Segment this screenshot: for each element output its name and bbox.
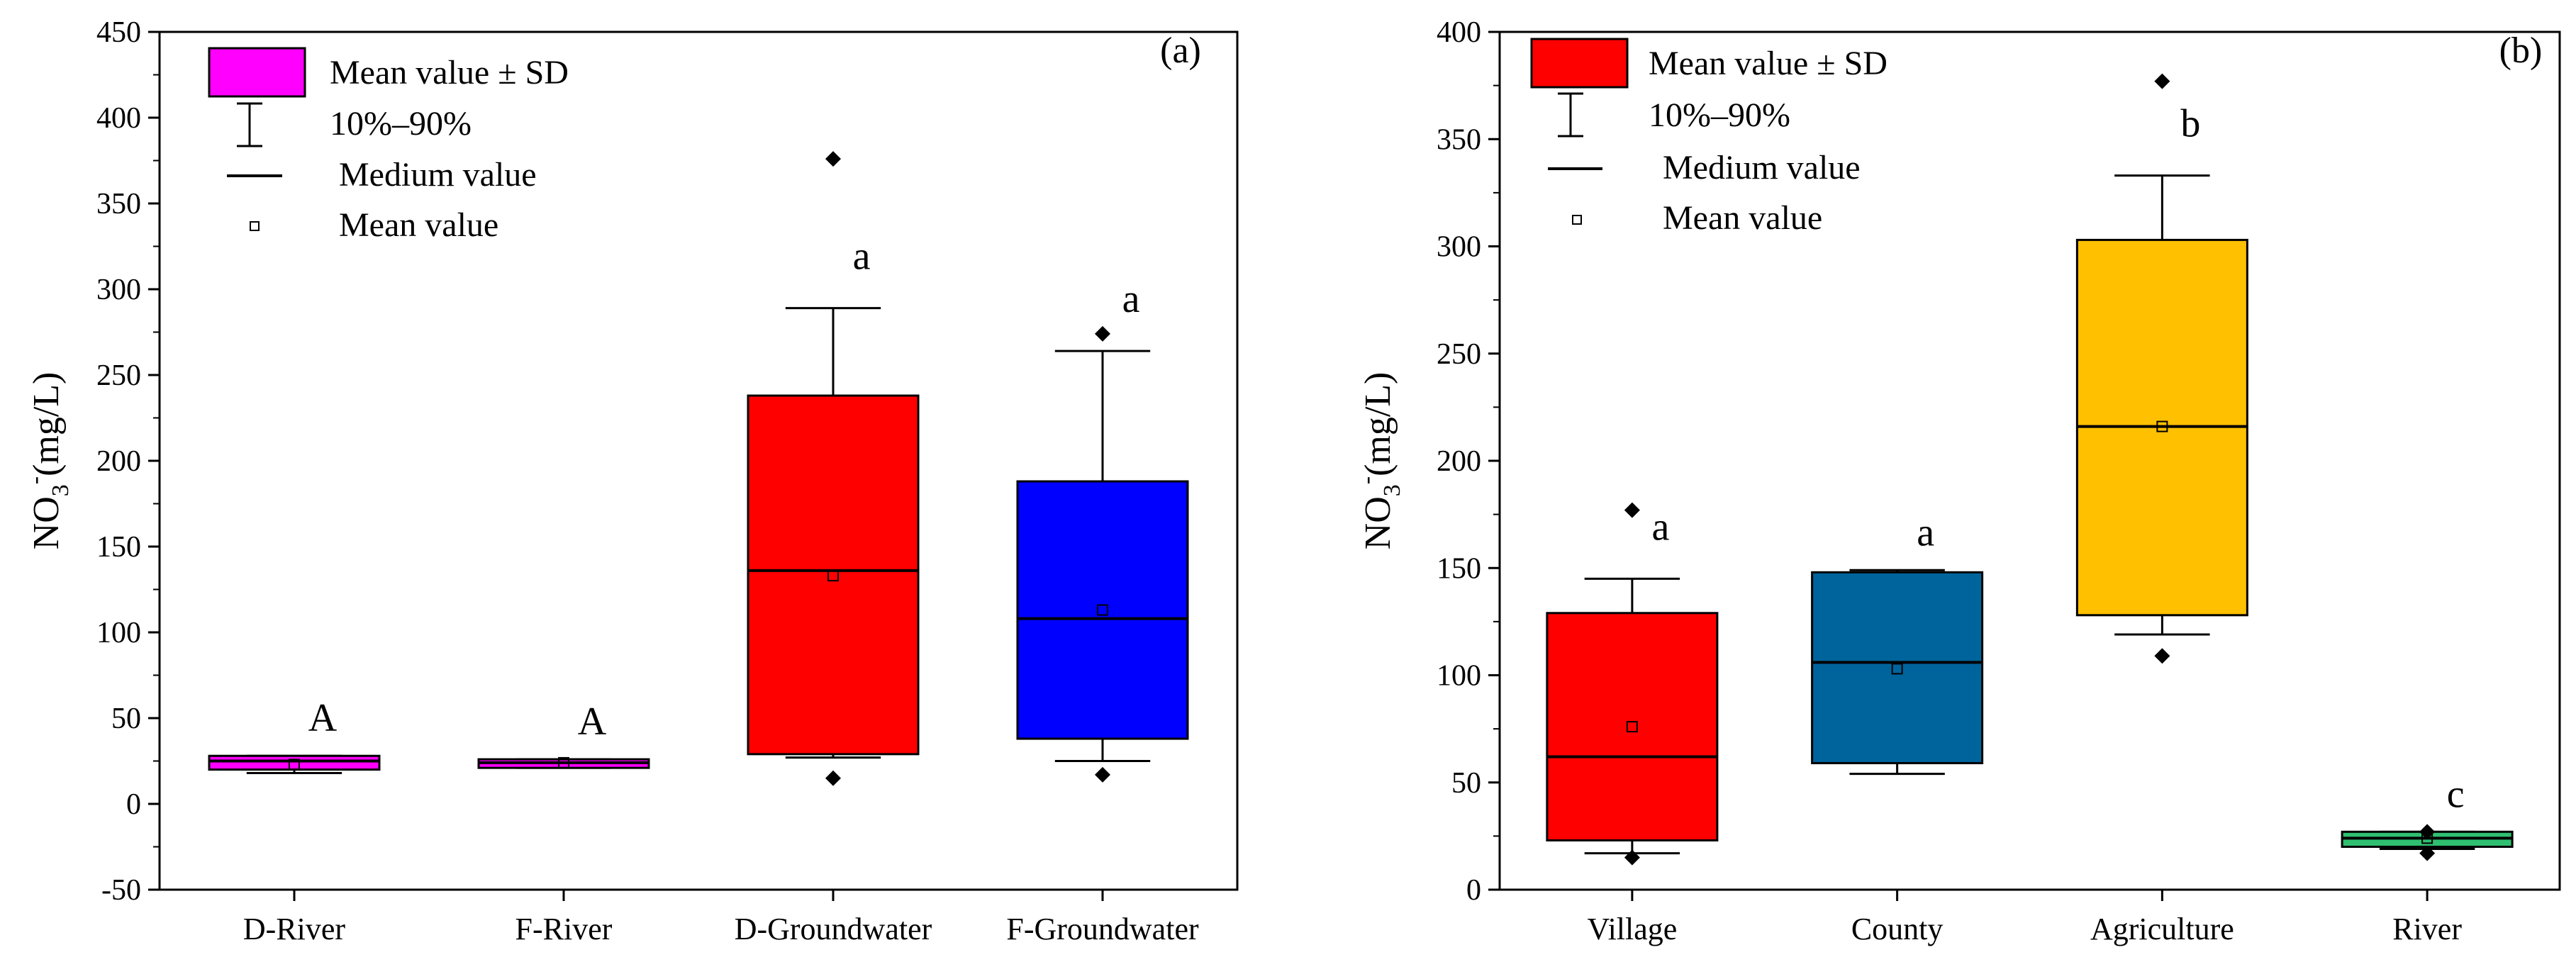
panel-b-legend-median-label: Medium value xyxy=(1663,149,1861,186)
panel-a-outlier-point xyxy=(1095,766,1110,783)
panel-b-y-tick-label: 300 xyxy=(1437,231,1481,264)
panel-b-significance-letter: c xyxy=(2447,772,2465,816)
panel-a-y-tick-label: 200 xyxy=(96,445,141,478)
panel-b-y-tick-label: 250 xyxy=(1437,338,1481,371)
panel-a-ylabel-unit: (mg/L) xyxy=(26,372,67,476)
panel-b-ylabel-sub: 3 xyxy=(1379,484,1405,496)
panel-a-y-tick-label: 100 xyxy=(96,617,141,649)
panel-b-y-tick-label: 150 xyxy=(1437,552,1481,585)
panel-a-legend: Mean value ± SD 10%–90% Medium value Mea… xyxy=(208,47,569,244)
panel-b-axes-frame xyxy=(1498,30,2561,891)
panel-a-ylabel-sup: - xyxy=(22,476,48,484)
panel-b-legend-box-swatch xyxy=(1530,38,1629,89)
panel-b-significance-letter: b xyxy=(2180,102,2200,146)
panel-a-outlier-point xyxy=(825,770,841,786)
panel-b-y-tick-label: 50 xyxy=(1451,767,1481,800)
panel-a-y-axis-title: NO3-(mg/L) xyxy=(22,372,74,550)
panel-a-outlier-point xyxy=(825,151,841,167)
panel-b-x-tick-label: Agriculture xyxy=(2090,912,2234,946)
panel-b-y-tick-label: 350 xyxy=(1437,123,1481,156)
panel-b-legend: Mean value ± SD 10%–90% Medium value Mea… xyxy=(1530,38,1888,237)
panel-b-x-tick-label: River xyxy=(2392,912,2462,946)
panel-a-significance-letter: a xyxy=(853,235,871,279)
panel-b-x-tick-label: County xyxy=(1851,912,1944,946)
panel-a-y-tick-label: 150 xyxy=(96,531,141,564)
panel-b-box xyxy=(1811,571,1984,765)
panel-a-x-tick-label: D-River xyxy=(243,912,346,946)
panel-a-x-tick-label: F-River xyxy=(515,912,613,946)
panel-b-mean-marker xyxy=(1626,721,1638,733)
panel-a-significance-letter: A xyxy=(578,700,607,744)
panel-a-y-tick-label: 0 xyxy=(126,788,141,821)
panel-a-y-tick-label: 300 xyxy=(96,274,141,306)
panel-b-mean-marker xyxy=(1891,663,1903,675)
panel-b-ylabel-sup: - xyxy=(1354,476,1380,484)
panel-a-box xyxy=(747,394,920,756)
panel-b: 0 50 100 150 200 250 300 350 400 Village County Agr… xyxy=(1354,16,2561,946)
panel-b-outlier-point xyxy=(2154,648,2170,664)
panel-b-legend-whisker-icon xyxy=(1558,92,1583,138)
panel-a-axes-frame xyxy=(158,30,1239,891)
panel-b-box xyxy=(1546,612,1719,841)
panel-b-ylabel-unit: (mg/L) xyxy=(1358,372,1398,476)
panel-b-legend-box-label: Mean value ± SD xyxy=(1649,45,1888,82)
panel-b-y-tick-label: 400 xyxy=(1437,16,1481,49)
panel-b-outlier-point xyxy=(2154,73,2170,89)
panel-a-box xyxy=(1016,480,1189,740)
panel-a-significance-letter: A xyxy=(308,696,338,740)
panel-a-legend-mean-label: Mean value xyxy=(339,206,498,244)
panel-b-legend-mean-marker xyxy=(1572,215,1582,225)
panel-a-legend-box-label: Mean value ± SD xyxy=(330,54,569,91)
panel-b-y-tick-label: 200 xyxy=(1437,445,1481,478)
panel-a-y-tick-label: 50 xyxy=(111,703,141,735)
panel-b-significance-letter: a xyxy=(1651,505,1669,549)
panel-a-y-tick-label: -50 xyxy=(101,874,141,907)
panel-b-x-tick-label: Village xyxy=(1587,912,1677,946)
panel-b-y-axis-title: NO3-(mg/L) xyxy=(1354,372,1405,550)
panel-b-outlier-point xyxy=(2419,824,2436,840)
panel-b-plot: 0 50 100 150 200 250 300 350 400 Village County Agr… xyxy=(1437,16,2514,946)
panel-a-y-tick-label: 250 xyxy=(96,359,141,392)
panel-a: -50 0 50 100 150 200 250 300 350 400 450 D-River F-R… xyxy=(22,16,1239,946)
panel-a-box xyxy=(208,754,381,771)
panel-b-mean-marker xyxy=(2156,420,2168,432)
panel-b-ylabel-base: NO xyxy=(1358,496,1398,549)
panel-a-mean-marker xyxy=(289,759,300,771)
panel-b-y-tick-label: 0 xyxy=(1466,874,1481,907)
panel-b-y-tick-label: 100 xyxy=(1437,660,1481,693)
panel-a-legend-median-label: Medium value xyxy=(339,156,537,194)
panel-a-mean-marker xyxy=(1097,604,1108,616)
panel-a-mean-marker xyxy=(827,570,839,582)
panel-a-x-tick-label: F-Groundwater xyxy=(1006,912,1199,946)
panel-a-legend-box-swatch xyxy=(208,47,306,98)
panel-b-legend-whisker-label: 10%–90% xyxy=(1649,96,1790,134)
panel-a-legend-whisker-icon xyxy=(237,102,262,147)
panel-a-y-tick-label: 450 xyxy=(96,16,141,49)
panel-a-plot: -50 0 50 100 150 200 250 300 350 400 450 D-River F-R… xyxy=(96,16,1199,946)
panel-a-mean-marker xyxy=(558,756,569,768)
panel-a-legend-mean-marker xyxy=(250,221,260,231)
panel-a-ylabel-sub: 3 xyxy=(48,484,74,496)
panel-a-outlier-point xyxy=(1095,325,1110,342)
panel-b-outlier-point xyxy=(1624,502,1640,518)
panel-a-label: (a) xyxy=(1160,30,1201,71)
panel-b-label: (b) xyxy=(2499,30,2543,71)
panel-a-x-tick-label: D-Groundwater xyxy=(735,912,932,946)
panel-a-y-tick-label: 350 xyxy=(96,188,141,220)
panel-b-legend-mean-label: Mean value xyxy=(1663,199,1822,237)
panel-a-y-tick-label: 400 xyxy=(96,102,141,135)
panel-a-legend-whisker-label: 10%–90% xyxy=(330,105,472,142)
panel-b-outlier-point xyxy=(2419,845,2436,861)
panel-a-significance-letter: a xyxy=(1122,277,1140,321)
panel-b-outlier-point xyxy=(1624,849,1640,866)
panel-a-ylabel-base: NO xyxy=(26,496,67,549)
panel-b-significance-letter: a xyxy=(1917,510,1934,554)
